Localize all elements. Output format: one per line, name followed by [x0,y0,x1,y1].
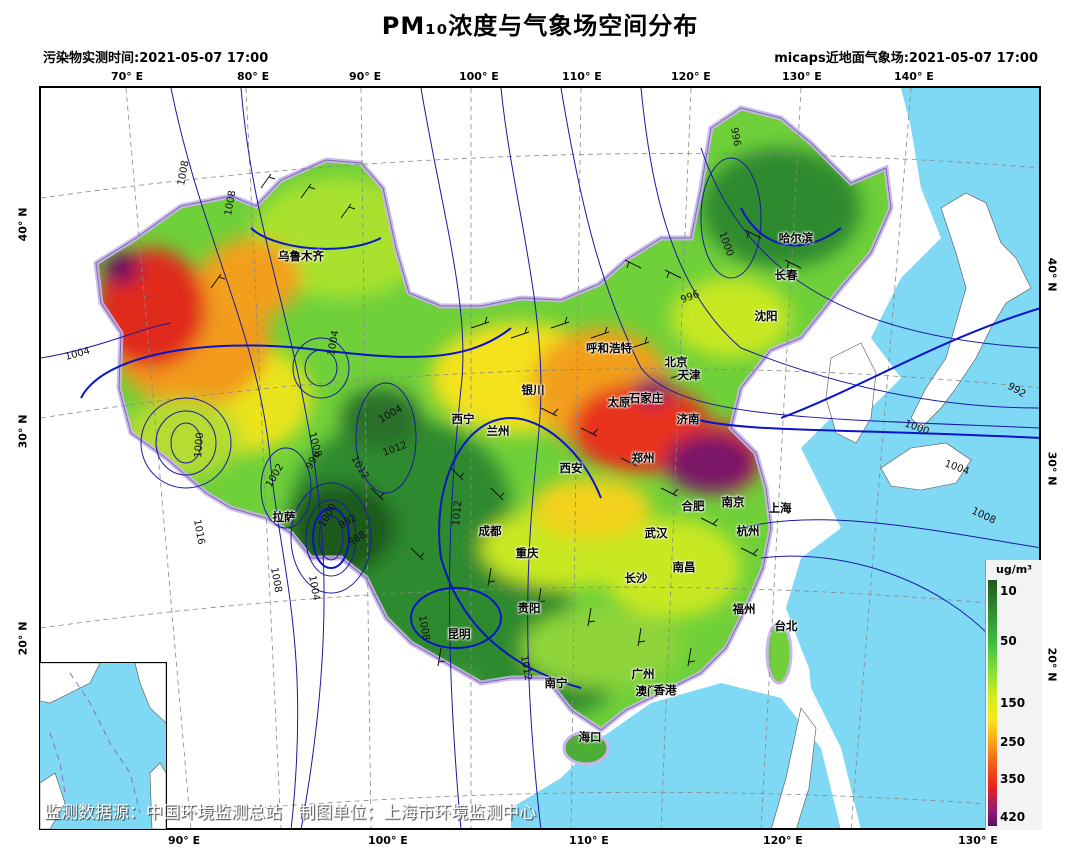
city-label: 郑州 [631,451,655,465]
top-lon-tick: 70° E [111,70,144,83]
top-lon-tick: 90° E [349,70,382,83]
legend-level: 150 [1000,696,1026,710]
bottom-lon-tick: 90° E [168,834,201,847]
city-label: 广州 [631,667,655,681]
city-label: 成都 [478,524,502,538]
isobar-label: 1008 [223,190,238,217]
top-lon-tick: 110° E [562,70,602,83]
isobar-label: 1008 [416,615,431,642]
city-label: 哈尔滨 [778,231,814,245]
legend-unit: ug/m³ [996,563,1033,576]
city-label: 拉萨 [272,510,296,524]
bottom-lon-tick: 100° E [368,834,408,847]
city-label: 重庆 [515,546,539,560]
city-label: 贵阳 [517,601,541,615]
city-label: 香港 [653,683,677,697]
bottom-lon-tick: 130° E [958,834,998,847]
city-label: 合肥 [681,499,705,513]
top-lon-tick: 140° E [894,70,934,83]
city-label: 天津 [677,368,701,382]
top-lon-tick: 130° E [782,70,822,83]
top-lon-tick: 120° E [671,70,711,83]
isobar-label: 996 [728,127,742,148]
pm10-legend: ug/m³ 10 50 150 250 350 420 [985,560,1042,830]
city-label: 北京 [664,355,688,369]
meteorology-field-time: micaps近地面气象场:2021-05-07 17:00 [774,51,1038,66]
top-lon-tick: 100° E [459,70,499,83]
right-lat-tick: 20° N [1045,647,1059,682]
isobar-label: 1008 [268,567,283,594]
city-label: 海口 [578,730,602,744]
city-label: 台北 [774,619,798,633]
legend-level: 350 [1000,772,1026,786]
legend-level: 10 [1000,584,1017,598]
city-label: 沈阳 [754,309,778,323]
top-lon-tick: 80° E [237,70,270,83]
city-label: 济南 [676,412,700,426]
city-label: 杭州 [736,524,760,538]
bottom-lon-tick: 110° E [569,834,609,847]
map-title: PM₁₀浓度与气象场空间分布 [381,12,699,40]
city-label: 福州 [732,602,756,616]
city-label: 长春 [774,268,798,282]
isobar-label: 1008 [176,160,191,187]
city-label: 澳门 [635,684,659,698]
isobar-label: 1012 [451,500,464,526]
city-label: 南宁 [544,676,568,690]
city-label: 南京 [721,495,745,509]
legend-level: 50 [1000,634,1017,648]
isobar-label: 1000 [193,432,206,458]
pollutant-observation-time: 污染物实测时间:2021-05-07 17:00 [43,51,269,66]
city-label: 兰州 [486,424,510,438]
isobar-label: 1016 [191,519,206,546]
isobar-label: 1004 [326,330,341,357]
legend-level: 420 [1000,810,1026,824]
south-china-sea-inset [39,662,167,830]
right-lat-tick: 40° N [1045,257,1059,292]
city-label: 南昌 [672,560,696,574]
city-label: 呼和浩特 [586,341,632,355]
pollution-map-graphic: 1008 1008 1004 1004 1000 1012 1012 1008 … [41,88,1039,828]
city-label: 昆明 [447,627,471,641]
left-lat-tick: 20° N [16,621,30,656]
right-lat-tick: 30° N [1045,451,1059,486]
legend-level: 250 [1000,735,1026,749]
city-label: 上海 [768,501,792,515]
city-label: 太原 [607,395,631,409]
data-source-credit: 监测数据源：中国环境监测总站 制图单位：上海市环境监测中心 [44,803,537,823]
city-label: 石家庄 [628,391,664,405]
city-label: 乌鲁木齐 [278,249,324,263]
city-label: 银川 [521,383,545,397]
bottom-lon-tick: 120° E [763,834,803,847]
city-label: 西宁 [451,412,475,426]
left-lat-tick: 40° N [16,207,30,242]
wind-barbs [210,173,802,667]
legend-color-bar [988,580,997,826]
left-lat-tick: 30° N [16,414,30,449]
city-label: 长沙 [624,571,648,585]
city-label: 武汉 [644,526,668,540]
city-label: 西安 [559,461,583,475]
isobar-label: 1004 [306,575,321,602]
map-panel: 1008 1008 1004 1004 1000 1012 1012 1008 … [39,86,1041,830]
isobar-label: 1012 [518,655,533,682]
